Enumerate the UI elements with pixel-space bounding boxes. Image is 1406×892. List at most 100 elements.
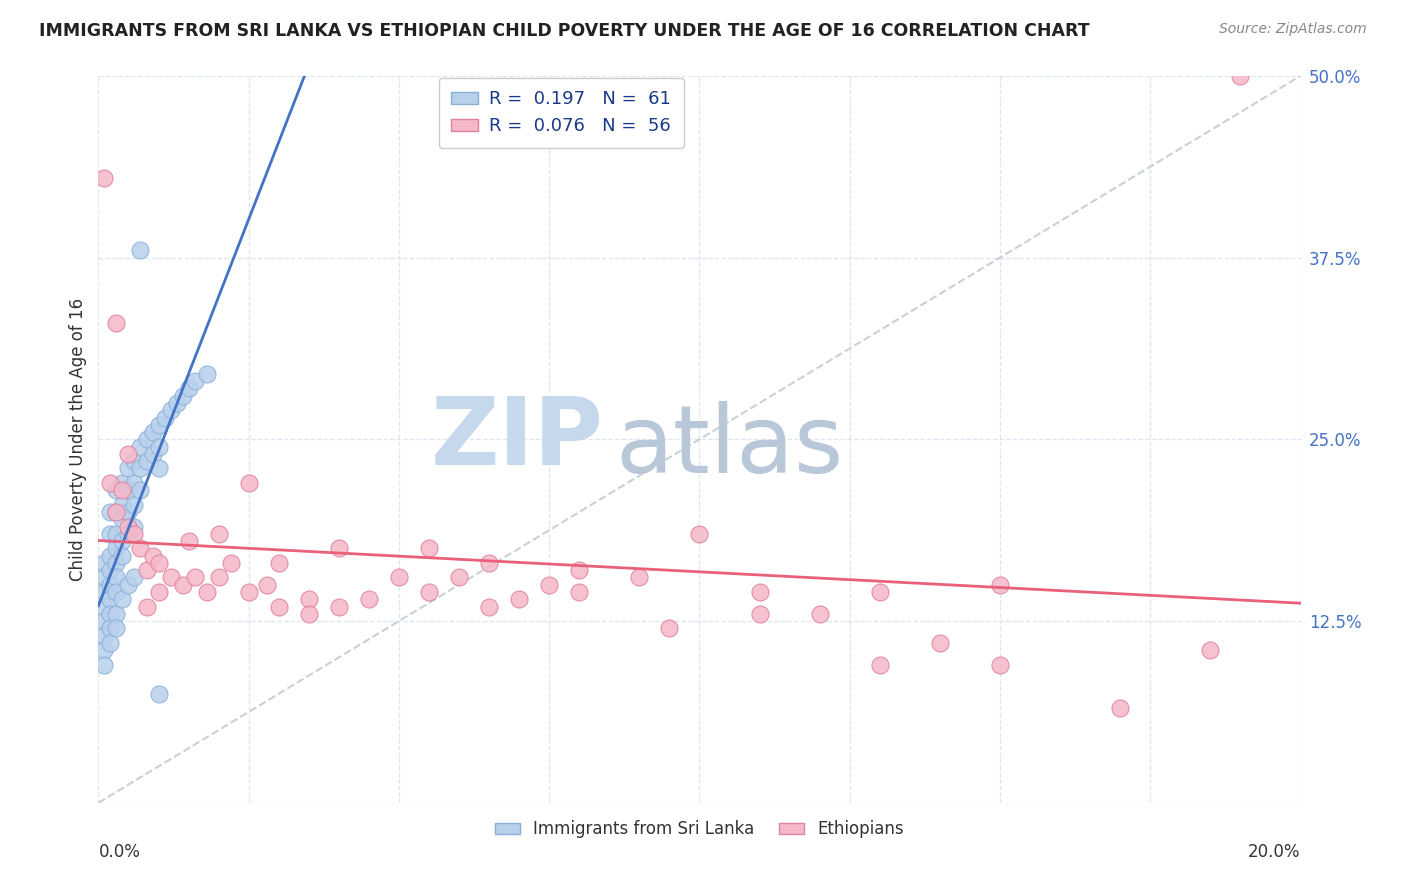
Point: [100, 549, 122, 563]
Point: [183, 374, 205, 388]
Point: [135, 454, 157, 468]
Point: [869, 657, 891, 672]
Legend: Immigrants from Sri Lanka, Ethiopians: Immigrants from Sri Lanka, Ethiopians: [486, 812, 912, 847]
Point: [129, 461, 152, 475]
Point: [93, 643, 115, 657]
Point: [117, 461, 139, 475]
Point: [219, 556, 242, 570]
Point: [267, 556, 290, 570]
Point: [100, 563, 122, 577]
Point: [869, 585, 891, 599]
Point: [129, 440, 152, 454]
Point: [93, 629, 115, 643]
Point: [688, 526, 710, 541]
Point: [195, 367, 218, 381]
Point: [418, 585, 440, 599]
Point: [100, 475, 122, 490]
Point: [748, 585, 770, 599]
Point: [208, 526, 231, 541]
Point: [135, 599, 157, 614]
Point: [141, 549, 163, 563]
Point: [117, 519, 139, 533]
Point: [153, 410, 176, 425]
Point: [105, 505, 128, 519]
Point: [135, 432, 157, 446]
Point: [238, 475, 260, 490]
Point: [148, 440, 170, 454]
Point: [808, 607, 831, 621]
Point: [238, 585, 260, 599]
Point: [105, 621, 128, 635]
Point: [568, 585, 591, 599]
Point: [100, 592, 122, 607]
Point: [988, 578, 1011, 592]
Point: [105, 316, 128, 330]
Point: [148, 687, 170, 701]
Point: [478, 599, 501, 614]
Point: [129, 244, 152, 258]
Point: [195, 585, 218, 599]
Point: [658, 621, 681, 635]
Point: [117, 526, 139, 541]
Point: [93, 599, 115, 614]
Point: [105, 585, 128, 599]
Point: [129, 541, 152, 556]
Point: [124, 475, 146, 490]
Text: IMMIGRANTS FROM SRI LANKA VS ETHIOPIAN CHILD POVERTY UNDER THE AGE OF 16 CORRELA: IMMIGRANTS FROM SRI LANKA VS ETHIOPIAN C…: [39, 22, 1090, 40]
Point: [111, 512, 134, 526]
Point: [111, 483, 134, 498]
Point: [628, 570, 651, 584]
Point: [100, 578, 122, 592]
Point: [298, 607, 321, 621]
Point: [124, 454, 146, 468]
Point: [105, 541, 128, 556]
Point: [357, 592, 380, 607]
Point: [183, 570, 205, 584]
Point: [267, 599, 290, 614]
Point: [328, 599, 350, 614]
Point: [141, 447, 163, 461]
Text: ZIP: ZIP: [430, 393, 603, 485]
Point: [105, 556, 128, 570]
Point: [100, 636, 122, 650]
Point: [111, 534, 134, 549]
Point: [135, 563, 157, 577]
Point: [988, 657, 1011, 672]
Point: [129, 483, 152, 498]
Point: [256, 578, 278, 592]
Point: [100, 607, 122, 621]
Point: [159, 403, 181, 417]
Point: [100, 505, 122, 519]
Point: [166, 396, 188, 410]
Point: [328, 541, 350, 556]
Point: [538, 578, 561, 592]
Point: [508, 592, 530, 607]
Point: [298, 592, 321, 607]
Point: [93, 614, 115, 628]
Point: [93, 657, 115, 672]
Point: [748, 607, 770, 621]
Point: [1109, 701, 1132, 715]
Point: [117, 578, 139, 592]
Point: [177, 381, 200, 395]
Text: Source: ZipAtlas.com: Source: ZipAtlas.com: [1219, 22, 1367, 37]
Point: [105, 570, 128, 584]
Point: [93, 556, 115, 570]
Point: [172, 578, 194, 592]
Point: [418, 541, 440, 556]
Point: [159, 570, 181, 584]
Point: [148, 417, 170, 432]
Point: [148, 461, 170, 475]
Point: [447, 570, 470, 584]
Point: [929, 636, 952, 650]
Point: [568, 563, 591, 577]
Point: [105, 505, 128, 519]
Point: [1199, 643, 1222, 657]
Point: [208, 570, 231, 584]
Point: [117, 505, 139, 519]
Point: [111, 592, 134, 607]
Y-axis label: Child Poverty Under the Age of 16: Child Poverty Under the Age of 16: [69, 298, 87, 581]
Point: [105, 607, 128, 621]
Point: [100, 526, 122, 541]
Point: [141, 425, 163, 439]
